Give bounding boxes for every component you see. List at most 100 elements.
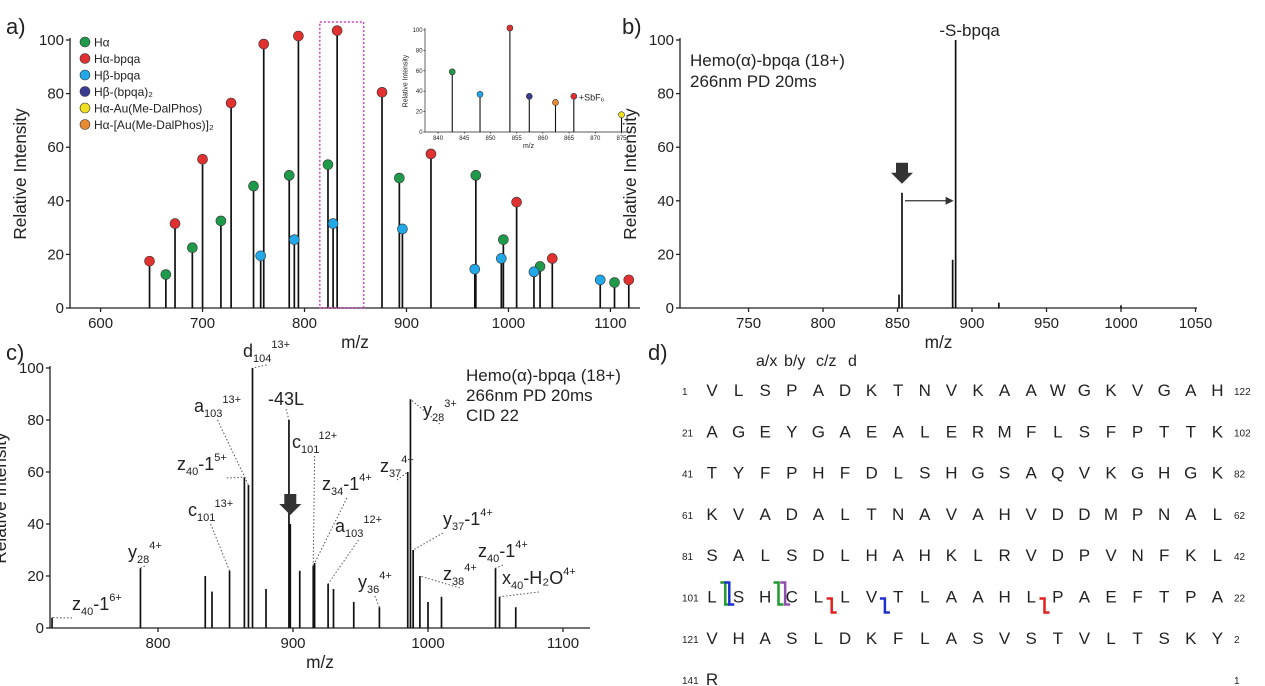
residue: L (973, 546, 982, 565)
residue: L (840, 505, 849, 524)
residue: S (786, 629, 797, 648)
ion-label-part: z (177, 454, 186, 474)
ion-label: d10413+ (243, 339, 290, 365)
y-tick-label: 80 (47, 86, 64, 103)
residue: S (760, 381, 771, 400)
residue-number: 102 (1234, 428, 1251, 439)
legend-label: Hα-bpqa (94, 52, 141, 66)
residue: L (1106, 629, 1115, 648)
peak-marker (283, 170, 295, 181)
residue: Y (733, 464, 744, 483)
residue: A (946, 588, 958, 607)
x-tick-label: 900 (960, 315, 985, 332)
residue: H (1158, 464, 1170, 483)
residue: H (759, 588, 771, 607)
residue: V (706, 381, 718, 400)
ion-label: y364+ (358, 570, 392, 596)
ion-label-part: z (72, 594, 81, 614)
residue: R (706, 670, 718, 686)
arrow (279, 494, 302, 515)
x-tick-label: 800 (292, 315, 317, 332)
y-tick-label: 100 (19, 360, 44, 377)
residue: A (1079, 588, 1091, 607)
ion-label-part: 40 (81, 606, 93, 618)
residue: G (971, 464, 984, 483)
x-tick-label: 1000 (492, 315, 525, 332)
peak-marker (528, 266, 540, 278)
y-tick-label: 0 (419, 130, 423, 136)
leader-line (312, 455, 316, 566)
x-tick-label: 800 (811, 315, 836, 332)
residue: N (1131, 546, 1143, 565)
x-tick-label: 900 (280, 635, 305, 652)
legend-label: d (848, 353, 857, 370)
y-tick-label: 20 (416, 110, 423, 116)
residue: T (1159, 588, 1169, 607)
residue: K (866, 381, 878, 400)
residue: S (706, 546, 717, 565)
panel-label: d) (648, 340, 668, 365)
x-tick-label: 870 (590, 136, 601, 142)
residue: C (786, 588, 798, 607)
residue: S (999, 464, 1010, 483)
residue: L (1026, 588, 1035, 607)
residue: D (1078, 505, 1090, 524)
y-tick-label: 100 (39, 32, 64, 49)
x-tick-label: 875 (617, 136, 628, 142)
residue: Y (1212, 629, 1223, 648)
annotation: CID 22 (466, 406, 519, 425)
y-tick-label: 60 (416, 69, 423, 75)
residue: A (972, 505, 984, 524)
residue: A (1185, 381, 1197, 400)
x-tick-label: 750 (736, 315, 761, 332)
residue: N (1158, 505, 1170, 524)
leader-line (412, 532, 444, 551)
peak-marker (225, 97, 237, 109)
residue: L (814, 629, 823, 648)
peak-marker (197, 153, 208, 165)
y-tick-label: 60 (657, 139, 674, 156)
residue: L (814, 588, 823, 607)
residue: L (840, 546, 849, 565)
ion-label-part: y (128, 542, 137, 562)
residue: G (732, 422, 745, 441)
ion-label-part: 4+ (359, 472, 372, 484)
residue: A (1026, 464, 1038, 483)
ion-label: a10312+ (335, 514, 382, 540)
peak-marker (397, 223, 408, 235)
y-tick-label: 0 (56, 300, 64, 317)
ion-label-part: 13+ (271, 339, 290, 351)
panel-label: c) (6, 340, 24, 365)
legend-label: b/y (784, 353, 805, 370)
cleavage-marker (826, 597, 837, 614)
legend-marker (79, 69, 91, 81)
residue: E (946, 422, 957, 441)
residue: S (786, 546, 797, 565)
residue: F (1132, 588, 1142, 607)
residue: V (1026, 505, 1038, 524)
ion-label: c10112+ (292, 430, 337, 456)
residue-number: 61 (682, 511, 694, 522)
peak-marker (293, 30, 304, 42)
ion-label-part: y (443, 509, 452, 529)
peak-marker (511, 196, 522, 208)
residue: A (1185, 505, 1197, 524)
x-tick-label: 860 (538, 136, 549, 142)
residue: S (919, 464, 930, 483)
residue: L (920, 422, 929, 441)
x-tick-label: 850 (485, 136, 496, 142)
cleavage-marker (1039, 597, 1050, 614)
residue: P (1079, 546, 1090, 565)
peak-marker (552, 99, 559, 106)
residue: P (1132, 505, 1143, 524)
peak-marker (476, 91, 484, 98)
legend-label: Hβ-(bpqa)₂ (94, 85, 153, 99)
residue: F (840, 464, 850, 483)
peak-marker (187, 242, 198, 254)
residue: L (920, 588, 929, 607)
y-tick-label: 20 (657, 246, 674, 263)
y-tick-label: 20 (47, 246, 64, 263)
leader-line (396, 471, 409, 481)
leader-line (374, 595, 380, 608)
x-tick-label: 855 (512, 136, 523, 142)
